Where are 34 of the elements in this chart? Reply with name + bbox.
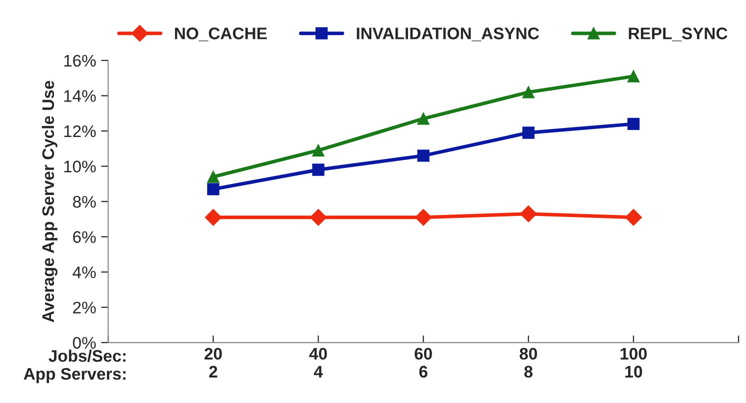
- point: [520, 205, 537, 222]
- legend-label: INVALIDATION_ASYNC: [356, 28, 539, 42]
- y-tick-label: 2%: [73, 302, 96, 314]
- y-tick-label: 8%: [73, 196, 96, 208]
- point: [522, 86, 534, 98]
- point: [627, 118, 640, 130]
- y-tick-label: 10%: [64, 160, 96, 172]
- point: [414, 208, 432, 226]
- legend-label: NO_CACHE: [175, 28, 267, 42]
- point: [310, 208, 327, 226]
- x-tick-label: 100 10: [620, 348, 647, 378]
- y-axis-title: Average App Server Cycle Use: [42, 80, 58, 322]
- point: [207, 183, 220, 196]
- y-tick-label: 6%: [73, 231, 96, 243]
- point: [625, 208, 642, 226]
- point: [312, 164, 324, 176]
- y-tick-label: 16%: [64, 54, 96, 67]
- x-tick-label: 60 6: [414, 348, 432, 378]
- point: [207, 170, 220, 183]
- y-tick-label: 4%: [72, 266, 96, 278]
- point: [312, 144, 324, 156]
- y-tick-label: 14%: [64, 90, 96, 102]
- point: [204, 208, 222, 226]
- x-tick-label: 20 2: [204, 348, 222, 378]
- point: [417, 112, 430, 125]
- y-tick-label: 12%: [64, 125, 96, 138]
- x-tick-label: 40 4: [309, 348, 327, 378]
- legend-label: REPL_SYNC: [628, 28, 728, 42]
- point: [417, 150, 430, 162]
- x-tick-label: 80 8: [520, 348, 538, 378]
- point: [627, 70, 640, 82]
- point: [522, 126, 534, 139]
- x-axis-title: Jobs/Sec: App Servers:: [24, 350, 126, 384]
- y-tick-label: 0%: [72, 336, 96, 349]
